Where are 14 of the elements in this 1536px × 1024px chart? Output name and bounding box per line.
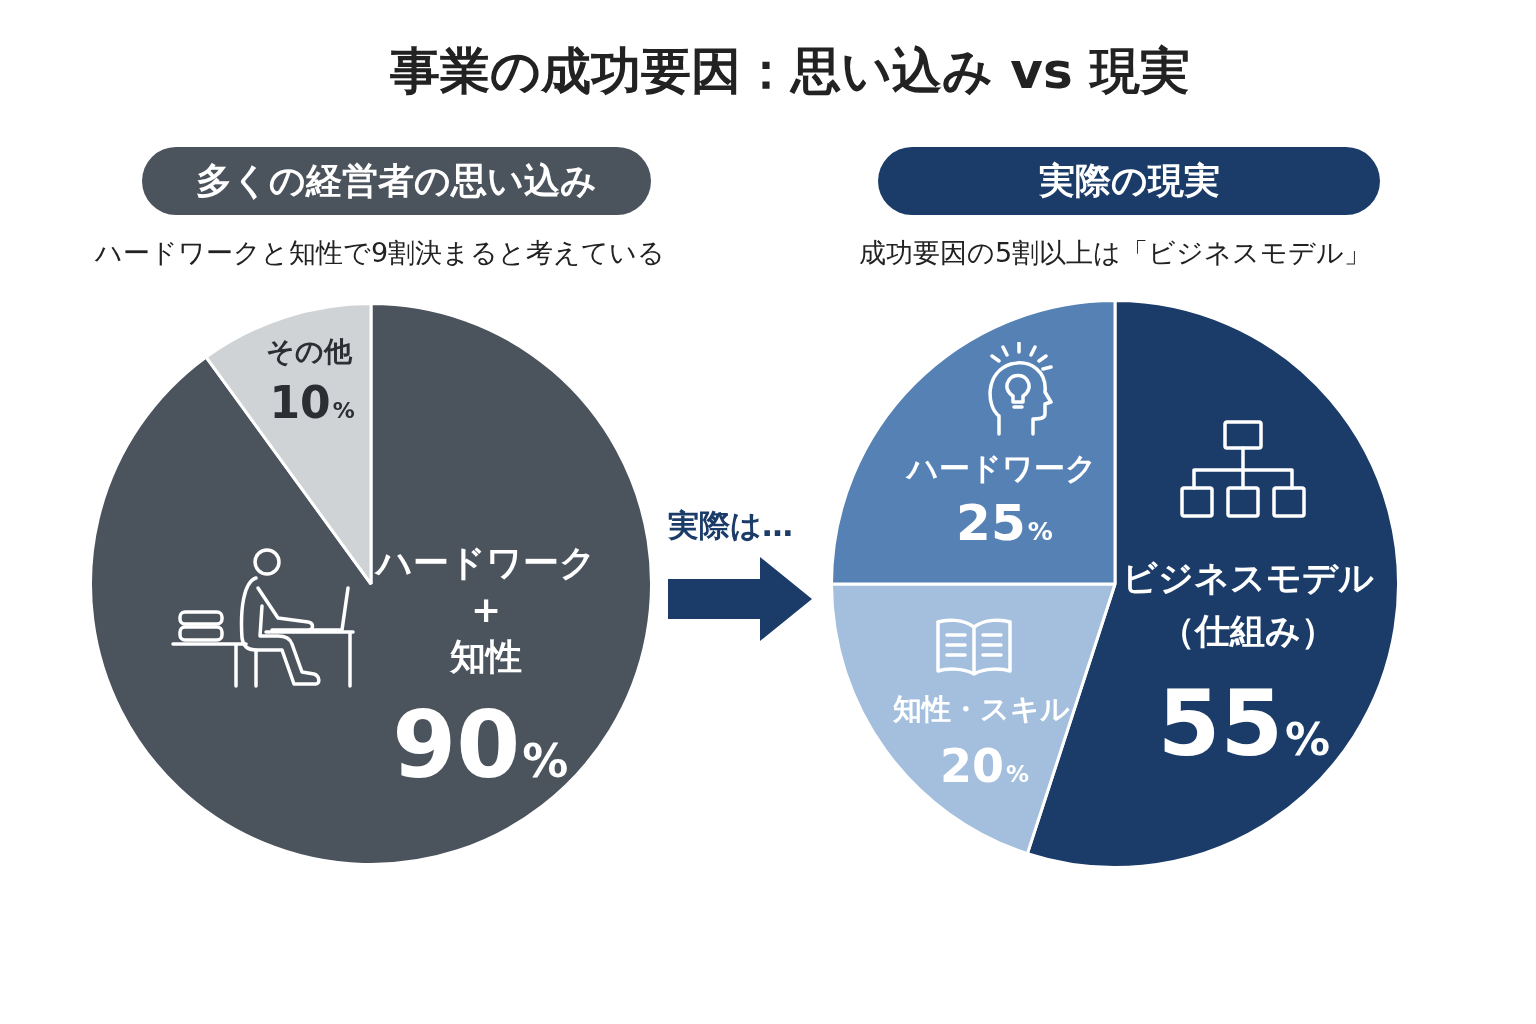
text: 実際は… <box>668 506 793 545</box>
chart-subtitle: 成功要因の5割以上は「ビジネスモデル」 <box>857 236 1373 270</box>
data-label: 55% <box>1157 671 1331 777</box>
slice-label: ハードワーク + 知性 <box>374 541 597 677</box>
data-label: 90% <box>392 692 569 800</box>
slice-label: その他 <box>266 335 354 369</box>
data-label: 10% <box>269 376 355 428</box>
data-label: 25% <box>956 493 1053 552</box>
data-label: 20% <box>940 739 1030 793</box>
chart-subtitle: ハードワークと知性で9割決まると考えている <box>93 236 667 270</box>
text: 事業の成功要因：思い込み vs 現実 <box>388 41 1192 102</box>
slice-label: ハードワーク <box>904 449 1097 486</box>
slice-label: 知性・スキル <box>892 692 1071 727</box>
slice-label: ビジネスモデル（仕組み） <box>1122 558 1375 652</box>
